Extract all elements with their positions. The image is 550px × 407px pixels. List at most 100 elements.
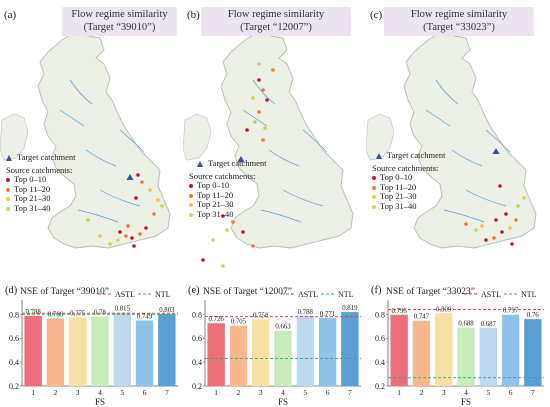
x-tick-label: 2 [54,388,58,397]
target-triangle-icon [197,161,203,168]
bar [296,315,314,386]
catchment-dot [484,238,488,242]
x-tick-label: 7 [348,388,352,397]
catchment-dot [144,226,148,230]
x-tick-label: 2 [237,388,241,397]
y-tick-label: 0.6 [375,334,385,343]
bar-value-label: 0.819 [342,305,358,312]
bar [524,319,542,386]
catchment-dot [494,218,498,222]
ireland-shape [0,113,29,161]
catchment-dot [98,234,102,238]
dot-icon [372,205,376,210]
dot-icon [189,193,193,198]
bar-panel-f: 0.2 0.4 0.6 0.8 0.796 1 0.747 2 0.809 3 0.688 4 0.68… [366,283,549,407]
x-tick-label: 4 [98,388,102,397]
catchment-dot [464,222,468,226]
x-tick-label: 1 [31,388,35,397]
bar [46,318,65,386]
map-panel-a: Flow regime similarity (Target “39010”) … [0,0,183,283]
legend-astl-label: ASTL [115,290,135,299]
catchment-dot [263,126,267,130]
dot-icon [6,187,10,192]
map-panel-b: Flow regime similarity (Target “12007”) … [183,0,366,283]
panel-letter-d: (d) [5,285,18,296]
bar [135,320,154,386]
catchment-dot [257,62,261,66]
target-triangle-icon [6,155,12,162]
legend-ntl-label: NTL [521,290,537,299]
x-axis-label: FS [95,397,105,407]
source-catchments-b [201,62,275,268]
catchment-dot [253,120,257,124]
bar-chart-f: 0.20.40.60.8 0.79610.74720.80930.68840.68… [375,290,544,407]
catchment-dot [152,212,156,216]
bar-value-label: 0.796 [391,308,407,315]
bar-value-label: 0.688 [458,321,474,328]
bar-value-label: 0.747 [414,314,430,321]
catchment-dot [257,78,261,82]
panel-letter-f: (f) [371,285,382,296]
catchment-dot [474,228,478,232]
catchment-dot [130,236,134,240]
rivers [425,79,511,223]
dot-icon [6,207,10,212]
catchment-dot [257,110,261,114]
bar-panel-e: 0.2 0.4 0.6 0.8 0.726 1 0.705 2 0.758 3 0.663 4 0.78… [183,283,366,407]
catchment-dot [160,204,164,208]
catchment-dot [231,220,235,224]
catchment-dot [136,173,140,177]
rivers [242,79,328,223]
catchment-dot [241,230,245,234]
x-tick-label: 4 [281,388,285,397]
bar-value-label: 0.775 [70,310,86,317]
y-tick-label: 0.6 [9,334,19,343]
panel-letter-c: (c) [370,9,383,21]
catchment-dot [86,218,90,222]
legend-astl-label: ASTL [298,290,318,299]
x-tick-label: 5 [486,388,490,397]
y-tick-label: 0.8 [9,310,19,319]
bar-value-label: 0.758 [253,312,269,319]
uk-landmass [37,31,171,249]
catchment-dot [221,264,225,268]
x-axis-label: FS [461,397,471,407]
x-tick-label: 4 [464,388,468,397]
bar [252,319,270,386]
bar [479,327,497,386]
y-tick-label: 0.8 [375,310,385,319]
catchment-dot [138,232,142,236]
dot-icon [189,184,193,189]
catchment-dot [251,96,255,100]
bar-value-label: 0.78 [94,310,106,317]
target-catchment-marker [492,148,500,154]
catchment-dot [522,196,526,200]
map-legend-b: Target catchment Source catchments: Top … [189,158,267,219]
bar-value-label: 0.771 [320,311,335,318]
x-tick-label: 5 [120,388,124,397]
map-legend-c: Target catchment Source catchments: Top … [372,150,446,211]
panel-letter-e: (e) [188,285,200,296]
y-tick-label: 0.4 [192,358,202,367]
x-tick-label: 3 [76,388,80,397]
bar [158,313,176,386]
bar-title-f: NSE of Target “33023” [386,287,475,297]
ireland-shape [183,113,212,161]
catchment-dot [265,98,269,102]
x-tick-label: 7 [165,388,169,397]
bar-value-label: 0.797 [503,308,519,315]
bar [501,314,520,386]
bar-value-label: 0.815 [115,306,131,313]
uk-landmass [220,31,354,249]
map-title-c: Flow regime similarity (Target “33023”) [384,7,534,36]
catchment-dot [500,230,504,234]
uk-map-b [183,31,354,268]
map-panel-c: Flow regime similarity (Target “33023”) … [366,0,549,283]
ireland-shape [366,113,395,161]
dot-icon [189,203,193,208]
source-catchments-c [464,148,526,246]
catchment-dot [271,68,275,72]
catchment-dot [124,234,128,238]
bar-value-label: 0.788 [25,309,41,316]
bar-value-label: 0.788 [298,309,314,316]
